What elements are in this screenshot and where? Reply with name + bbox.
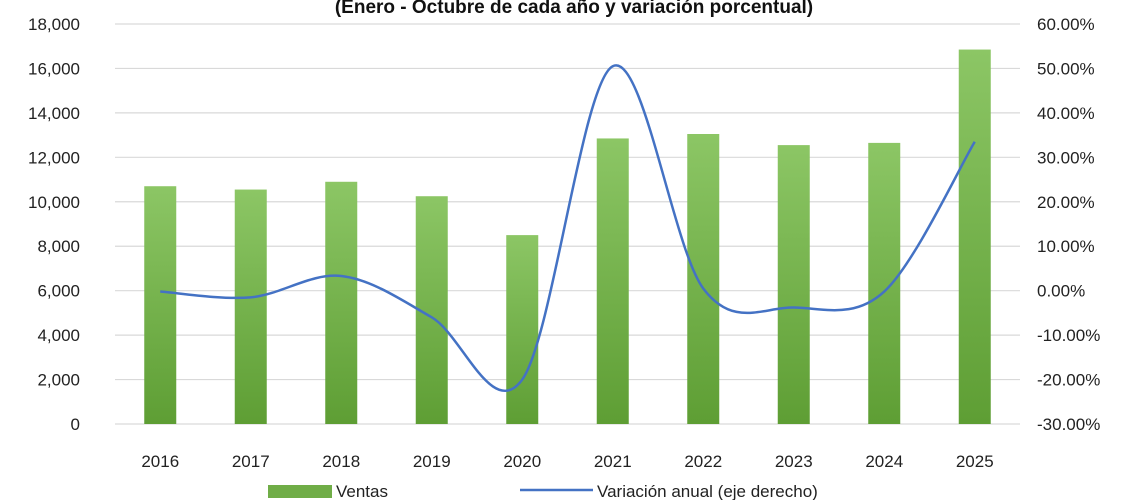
right-tick-label: 50.00% — [1037, 59, 1095, 78]
left-tick-label: 14,000 — [28, 104, 80, 123]
left-tick-label: 0 — [71, 415, 80, 434]
right-tick-label: 40.00% — [1037, 104, 1095, 123]
right-tick-label: 20.00% — [1037, 193, 1095, 212]
right-tick-label: -30.00% — [1037, 415, 1100, 434]
legend: Ventas Variación anual (eje derecho) — [268, 482, 818, 500]
right-tick-label: 60.00% — [1037, 15, 1095, 34]
left-tick-label: 4,000 — [37, 326, 80, 345]
left-tick-label: 8,000 — [37, 237, 80, 256]
line-variacion-anual — [160, 64, 976, 392]
x-tick-label: 2024 — [865, 452, 903, 471]
x-axis: 2016 2017 2018 2019 2020 2021 2022 2023 2024 2025 — [141, 452, 993, 471]
line-layer — [160, 64, 976, 392]
x-tick-label: 2022 — [684, 452, 722, 471]
right-tick-label: 0.00% — [1037, 282, 1085, 301]
x-tick-label: 2017 — [232, 452, 270, 471]
x-tick-label: 2020 — [503, 452, 541, 471]
left-tick-label: 10,000 — [28, 193, 80, 212]
left-tick-label: 6,000 — [37, 282, 80, 301]
chart-subtitle: (Enero - Octubre de cada año y variación… — [335, 0, 813, 18]
left-tick-label: 12,000 — [28, 148, 80, 167]
right-tick-label: -10.00% — [1037, 326, 1100, 345]
bar-ventas — [144, 186, 177, 424]
x-tick-label: 2018 — [322, 452, 360, 471]
legend-ventas-swatch — [268, 485, 332, 498]
bar-ventas — [596, 138, 629, 424]
right-axis: -30.00% -20.00% -10.00% 0.00% 10.00% 20.00% 30… — [1037, 15, 1100, 434]
right-tick-label: 10.00% — [1037, 237, 1095, 256]
left-tick-label: 2,000 — [37, 371, 80, 390]
legend-variacion-label: Variación anual (eje derecho) — [597, 482, 818, 500]
right-tick-label: 30.00% — [1037, 148, 1095, 167]
left-axis: 0 2,000 4,000 6,000 8,000 10,000 12,000 14,000 1… — [28, 15, 80, 434]
legend-ventas-label: Ventas — [336, 482, 388, 500]
left-tick-label: 16,000 — [28, 59, 80, 78]
x-tick-label: 2021 — [594, 452, 632, 471]
x-tick-label: 2025 — [956, 452, 994, 471]
bar-ventas — [506, 235, 539, 424]
bar-ventas — [234, 189, 267, 424]
bar-ventas — [958, 49, 991, 425]
bar-ventas — [687, 134, 720, 424]
right-tick-label: -20.00% — [1037, 371, 1100, 390]
bar-ventas — [868, 142, 901, 424]
left-tick-label: 18,000 — [28, 15, 80, 34]
x-tick-label: 2023 — [775, 452, 813, 471]
x-tick-label: 2019 — [413, 452, 451, 471]
bar-ventas — [777, 145, 810, 424]
bar-ventas — [325, 181, 358, 424]
x-tick-label: 2016 — [141, 452, 179, 471]
bar-layer — [144, 49, 991, 425]
